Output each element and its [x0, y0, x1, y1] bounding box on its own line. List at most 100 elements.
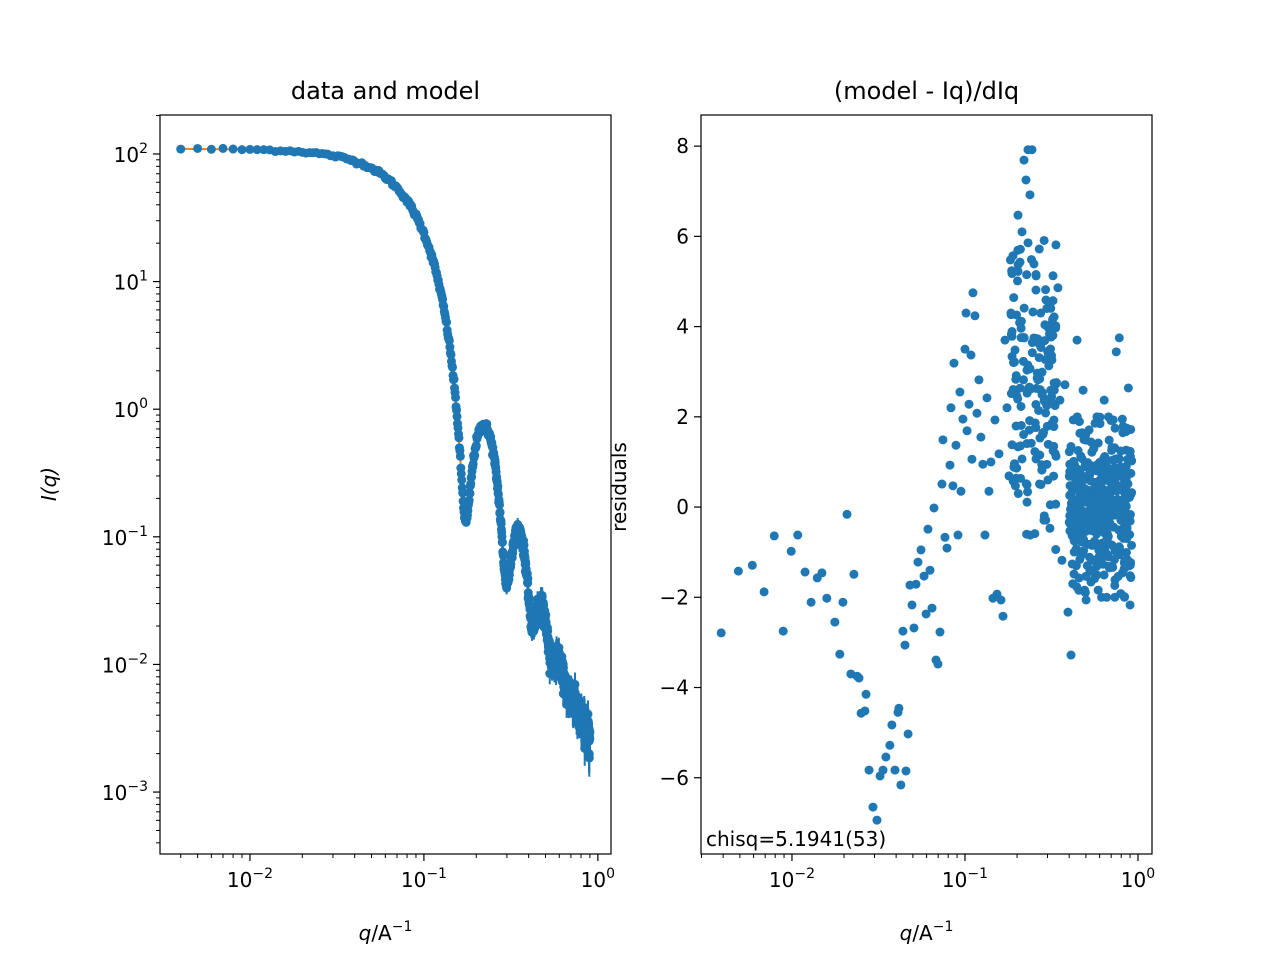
data-point	[493, 481, 503, 491]
residual-point	[1093, 438, 1103, 448]
y-tick-label: 10−3	[102, 779, 148, 805]
residual-point	[911, 579, 921, 589]
x-label-var: q	[359, 921, 372, 945]
y-tick-label: 8	[676, 134, 689, 158]
residual-point	[1034, 353, 1044, 363]
residual-point	[885, 740, 895, 750]
residual-point	[1096, 477, 1106, 487]
y-tick-label: 100	[114, 396, 148, 422]
residual-point	[1013, 488, 1023, 498]
residual-point	[1024, 383, 1034, 393]
residual-point	[901, 766, 911, 776]
residual-point	[953, 530, 963, 540]
residual-point	[1011, 421, 1021, 431]
tick-exponent: −2	[252, 866, 273, 882]
residual-point	[1029, 259, 1039, 269]
residual-point	[872, 815, 882, 825]
tick-base: 10	[227, 868, 252, 892]
residual-point	[1075, 465, 1085, 475]
residual-point	[881, 752, 891, 762]
residual-point	[962, 426, 972, 436]
residual-point	[994, 449, 1004, 459]
residual-point	[967, 454, 977, 464]
residual-point	[1036, 342, 1046, 352]
residual-point	[1069, 569, 1079, 579]
residual-point	[830, 617, 840, 627]
tick-base: 10	[942, 868, 967, 892]
x-tick-label: 10−1	[401, 866, 447, 892]
residual-point	[1111, 454, 1121, 464]
residual-point	[1018, 375, 1028, 385]
residual-point	[1017, 454, 1027, 464]
residual-point	[1096, 505, 1106, 515]
data-point	[447, 362, 457, 372]
residual-point	[1066, 459, 1076, 469]
residual-point	[955, 387, 965, 397]
residual-point	[1016, 401, 1026, 411]
residual-point	[1049, 312, 1059, 322]
residual-point	[898, 626, 908, 636]
residual-point	[1093, 585, 1103, 595]
residual-point	[1033, 334, 1043, 344]
residual-point	[1022, 480, 1032, 490]
tick-exponent: −2	[127, 651, 148, 667]
residual-point	[1099, 570, 1109, 580]
residual-point	[1022, 270, 1032, 280]
residual-point	[1013, 210, 1023, 220]
residual-point	[1066, 650, 1076, 660]
residual-point	[903, 729, 913, 739]
y-tick-label: 10−1	[102, 524, 148, 550]
residual-point	[907, 600, 917, 610]
residual-point	[945, 460, 955, 470]
residual-point	[1036, 308, 1046, 318]
residual-point	[980, 530, 990, 540]
residual-point	[1120, 425, 1130, 435]
data-point	[452, 405, 462, 415]
residual-point	[716, 628, 726, 638]
residual-point	[1002, 403, 1012, 413]
residual-point	[1084, 425, 1094, 435]
residual-point	[1019, 155, 1029, 165]
residual-point	[747, 560, 757, 570]
residual-point	[894, 703, 904, 713]
residual-point	[1031, 454, 1041, 464]
residual-point	[909, 623, 919, 633]
residual-point	[960, 344, 970, 354]
residual-point	[1123, 383, 1133, 393]
residual-point	[1007, 331, 1017, 341]
residual-point	[1073, 519, 1083, 529]
data-point	[470, 450, 480, 460]
residual-point	[1009, 357, 1019, 367]
residual-point	[1127, 456, 1137, 466]
residual-point	[1067, 559, 1077, 569]
residual-point	[1015, 383, 1025, 393]
y-tick-label: −2	[660, 585, 689, 609]
residual-point	[1015, 257, 1025, 267]
data-point	[585, 727, 595, 737]
residual-point	[1051, 323, 1061, 333]
tick-exponent: −1	[127, 524, 148, 540]
residual-point	[964, 399, 974, 409]
residual-point	[1039, 515, 1049, 525]
residual-point	[860, 706, 870, 716]
residual-point	[996, 595, 1006, 605]
residual-point	[1090, 418, 1100, 428]
residual-point	[1087, 526, 1097, 536]
residual-point	[1023, 238, 1033, 248]
data-point	[497, 537, 507, 547]
residual-point	[1107, 442, 1117, 452]
tick-base: 10	[581, 868, 606, 892]
residual-point	[1121, 548, 1131, 558]
residual-point	[1011, 371, 1021, 381]
residual-point	[978, 459, 988, 469]
tick-exponent: 2	[139, 141, 148, 157]
residual-point	[1035, 433, 1045, 443]
residual-point	[1018, 356, 1028, 366]
data-point	[498, 551, 508, 561]
residual-point	[1079, 546, 1089, 556]
residual-point	[1033, 375, 1043, 385]
residual-point	[974, 375, 984, 385]
residual-point	[935, 627, 945, 637]
residual-point	[793, 530, 803, 540]
